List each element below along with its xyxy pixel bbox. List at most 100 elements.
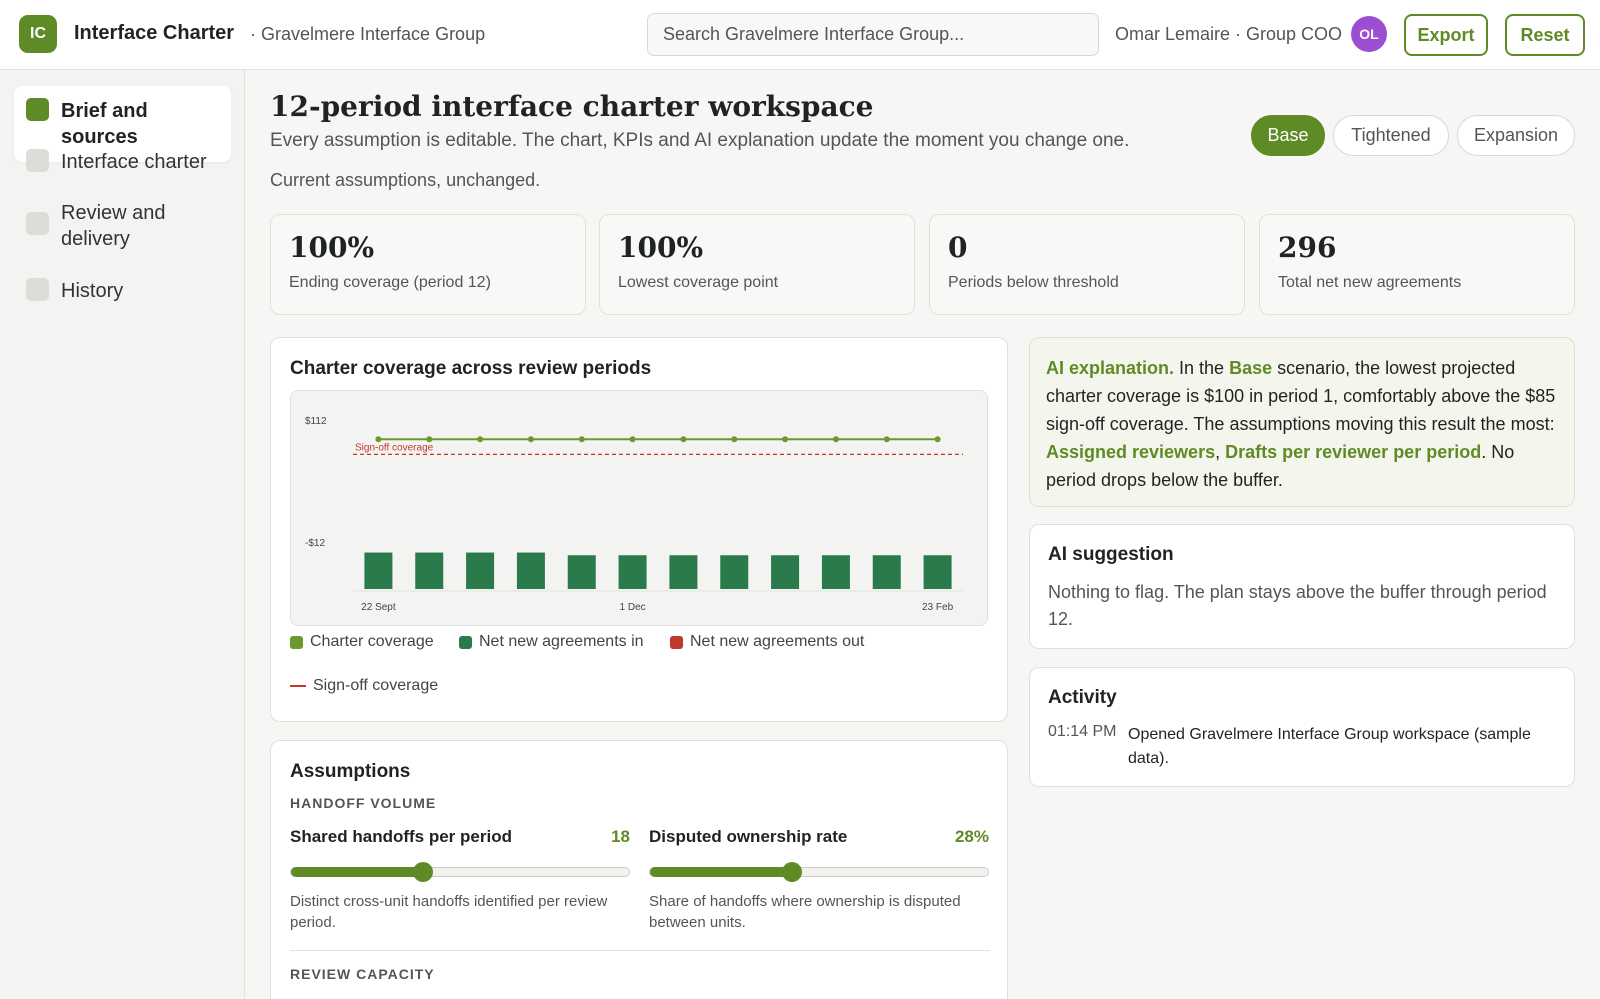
coverage-point	[731, 436, 738, 443]
ai-driver: Drafts per reviewer per period	[1225, 442, 1482, 462]
section-label-handoff: HANDOFF VOLUME	[290, 795, 437, 811]
kpi-value: 100%	[289, 231, 375, 264]
slider-thumb[interactable]	[781, 862, 802, 882]
coverage-point	[375, 436, 382, 443]
scenario-tightened-button[interactable]: Tightened	[1333, 115, 1449, 156]
legend-item-agreements-in: Net new agreements in	[459, 633, 644, 651]
activity-time: 01:14 PM	[1048, 723, 1117, 740]
org-name: · Gravelmere Interface Group	[250, 24, 486, 44]
sidebar-item-label: Interface charter	[61, 151, 207, 173]
slider-disputed-ownership: Disputed ownership rate 28% Share of han…	[649, 827, 989, 933]
sidebar-item-history[interactable]: History	[14, 266, 231, 316]
export-button[interactable]: Export	[1404, 14, 1488, 56]
kpi-card-net-new: 296 Total net new agreements	[1259, 214, 1575, 315]
scenario-expansion-button[interactable]: Expansion	[1457, 115, 1575, 156]
legend-label: Sign-off coverage	[313, 677, 439, 694]
sidebar-item-review[interactable]: Review and delivery	[14, 188, 214, 264]
legend-item-charter-coverage: Charter coverage	[290, 633, 434, 651]
coverage-point	[477, 436, 484, 443]
divider	[290, 950, 990, 951]
nav-status-icon	[26, 278, 49, 301]
chart-frame: $112 -$12 Sign-off coverage 22 Sept 1 Dec 23 …	[290, 390, 988, 626]
slider-description: Share of handoffs where ownership is dis…	[649, 893, 961, 931]
slider-value: 28%	[954, 827, 989, 846]
coverage-chart: $112 -$12 Sign-off coverage 22 Sept 1 Dec 23 …	[305, 416, 963, 613]
kpi-value: 100%	[618, 231, 704, 264]
coverage-point	[883, 436, 890, 443]
ai-label: AI explanation.	[1046, 358, 1175, 378]
search-input[interactable]	[647, 13, 1099, 56]
bar-net-new-in	[771, 555, 800, 589]
section-label-review: REVIEW CAPACITY	[290, 966, 435, 982]
coverage-point	[934, 436, 941, 443]
legend-swatch	[670, 635, 683, 649]
bar-net-new-in	[720, 555, 749, 589]
sidebar-item-interface-charter[interactable]: Interface charter	[14, 137, 231, 187]
legend-label: Net new agreements out	[690, 633, 865, 650]
ai-explanation-card: AI explanation. In the Base scenario, th…	[1029, 337, 1575, 507]
nav-status-icon	[26, 149, 49, 172]
y-tick-label: -$12	[305, 538, 325, 549]
slider-track[interactable]	[290, 862, 630, 882]
scenario-base-button[interactable]: Base	[1251, 115, 1325, 156]
ai-scenario: Base	[1229, 358, 1273, 378]
kpi-value: 0	[948, 231, 968, 264]
slider-fill	[650, 867, 792, 877]
nav-status-icon	[26, 98, 49, 121]
sidebar-item-label: History	[61, 280, 124, 302]
y-tick-label: $112	[305, 416, 327, 427]
page-title: 12-period interface charter workspace	[270, 90, 874, 123]
coverage-point	[832, 436, 839, 443]
slider-thumb[interactable]	[412, 862, 433, 882]
slider-label: Disputed ownership rate	[649, 827, 848, 846]
reset-button[interactable]: Reset	[1505, 14, 1585, 56]
coverage-point	[782, 436, 789, 443]
coverage-point	[680, 436, 687, 443]
sidebar-item-brief[interactable]: Brief and sources	[14, 86, 231, 162]
assumptions-title: Assumptions	[290, 761, 411, 782]
bar-net-new-in	[821, 555, 850, 589]
x-tick-label: 22 Sept	[361, 602, 396, 613]
activity-title: Activity	[1048, 687, 1117, 708]
slider-shared-handoffs: Shared handoffs per period 18 Distinct c…	[290, 827, 630, 933]
top-bar: IC Interface Charter · Gravelmere Interf…	[0, 0, 1600, 70]
bar-net-new-in	[415, 552, 444, 589]
legend-label: Net new agreements in	[479, 633, 644, 650]
assumptions-card: Assumptions HANDOFF VOLUME Shared handof…	[270, 740, 1008, 999]
legend-line	[290, 685, 306, 687]
x-tick-label: 23 Feb	[922, 602, 954, 613]
kpi-card-ending-coverage: 100% Ending coverage (period 12)	[270, 214, 586, 315]
bar-net-new-in	[516, 552, 545, 589]
chart-title: Charter coverage across review periods	[290, 358, 652, 379]
ai-text-segment: In the	[1174, 358, 1230, 378]
bar-net-new-in	[567, 555, 596, 589]
legend-swatch	[290, 635, 303, 649]
coverage-point	[629, 436, 636, 443]
bar-net-new-in	[872, 555, 901, 589]
bar-net-new-in	[923, 555, 952, 589]
chart-card: Charter coverage across review periods $…	[270, 337, 1008, 722]
slider-description: Distinct cross-unit handoffs identified …	[290, 893, 608, 931]
ai-text-segment: scenario, the lowest projected charter c…	[1046, 358, 1556, 434]
bar-net-new-in	[364, 552, 393, 589]
activity-card: Activity 01:14 PM Opened Gravelmere Inte…	[1029, 667, 1575, 787]
avatar[interactable]: OL	[1351, 16, 1387, 52]
suggestion-title: AI suggestion	[1048, 544, 1174, 565]
kpi-label: Ending coverage (period 12)	[289, 274, 491, 291]
status-text: Current assumptions, unchanged.	[270, 170, 541, 190]
legend-label: Charter coverage	[310, 633, 434, 650]
page-subtitle: Every assumption is editable. The chart,…	[270, 130, 1130, 151]
legend-item-agreements-out: Net new agreements out	[670, 633, 864, 651]
slider-track[interactable]	[649, 862, 989, 882]
kpi-label: Total net new agreements	[1278, 274, 1462, 291]
coverage-point	[527, 436, 534, 443]
suggestion-text: Nothing to flag. The plan stays above th…	[1048, 582, 1547, 629]
app-title: Interface Charter	[74, 22, 235, 44]
sidebar-item-label: Brief and sources	[61, 100, 148, 148]
kpi-label: Periods below threshold	[948, 274, 1119, 291]
slider-label: Shared handoffs per period	[290, 827, 512, 846]
legend-swatch	[459, 635, 472, 649]
kpi-card-lowest-coverage: 100% Lowest coverage point	[599, 214, 915, 315]
kpi-label: Lowest coverage point	[618, 274, 779, 291]
slider-fill	[291, 867, 423, 877]
